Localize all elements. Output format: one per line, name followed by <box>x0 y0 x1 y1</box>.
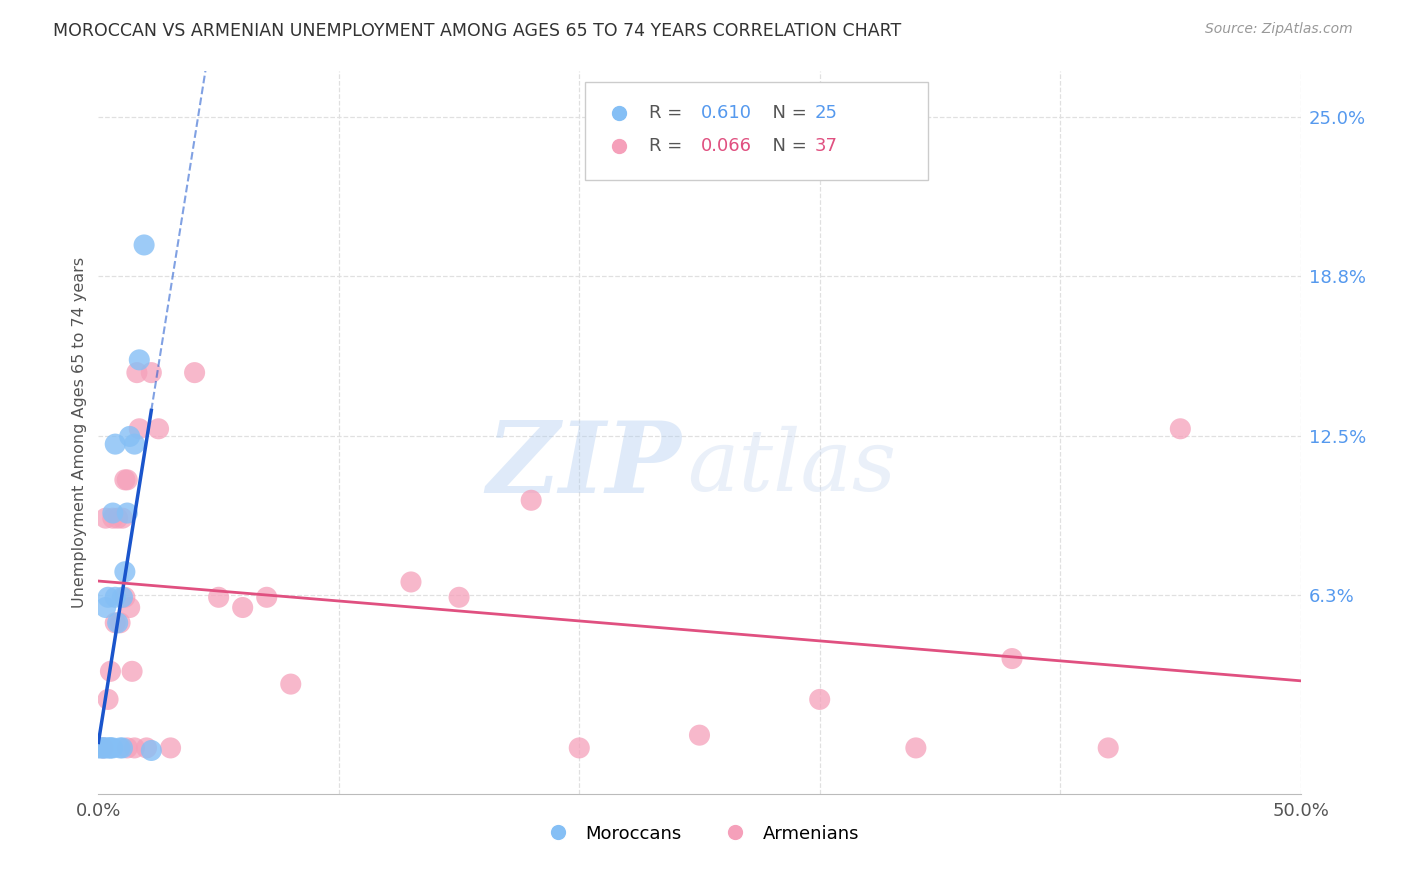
Point <box>94 511 117 525</box>
Text: R =: R = <box>650 136 688 155</box>
Point <box>117 740 139 755</box>
Point <box>91 740 114 755</box>
Point <box>94 600 117 615</box>
Point <box>399 574 422 589</box>
Text: R =: R = <box>650 103 688 121</box>
Point <box>128 422 150 436</box>
Point <box>232 600 254 615</box>
Point <box>107 511 129 525</box>
Point <box>124 740 146 755</box>
Point <box>108 615 131 630</box>
Point <box>107 615 129 630</box>
Point <box>91 740 114 755</box>
Text: 37: 37 <box>815 136 838 155</box>
Point <box>183 366 205 380</box>
Point <box>159 740 181 755</box>
Point <box>114 565 136 579</box>
Point <box>104 437 127 451</box>
Y-axis label: Unemployment Among Ages 65 to 74 years: Unemployment Among Ages 65 to 74 years <box>72 257 87 608</box>
Point <box>114 473 136 487</box>
Text: N =: N = <box>761 136 813 155</box>
Text: ZIP: ZIP <box>486 417 682 514</box>
Point <box>101 740 124 755</box>
Text: 25: 25 <box>815 103 838 121</box>
Point <box>132 238 155 252</box>
Point <box>148 422 170 436</box>
Point <box>135 740 157 755</box>
Point <box>688 728 710 742</box>
Text: Source: ZipAtlas.com: Source: ZipAtlas.com <box>1205 22 1353 37</box>
Text: atlas: atlas <box>688 426 897 508</box>
Point <box>111 740 134 755</box>
Point <box>118 600 141 615</box>
Point <box>111 511 134 525</box>
Point <box>1170 422 1192 436</box>
Text: 0.610: 0.610 <box>700 103 752 121</box>
Point <box>124 437 146 451</box>
Point <box>100 740 122 755</box>
Point <box>280 677 302 691</box>
Text: N =: N = <box>761 103 813 121</box>
Point <box>117 473 139 487</box>
Point <box>114 591 136 605</box>
Point <box>117 506 139 520</box>
Point <box>104 591 127 605</box>
Text: MOROCCAN VS ARMENIAN UNEMPLOYMENT AMONG AGES 65 TO 74 YEARS CORRELATION CHART: MOROCCAN VS ARMENIAN UNEMPLOYMENT AMONG … <box>53 22 901 40</box>
Point <box>97 692 120 706</box>
Point <box>91 740 114 755</box>
Point <box>94 740 117 755</box>
Point <box>90 740 112 755</box>
Point <box>87 740 110 755</box>
Point <box>208 591 231 605</box>
Point <box>101 506 124 520</box>
Point <box>108 740 131 755</box>
Point <box>808 692 831 706</box>
Point <box>568 740 591 755</box>
Point <box>141 366 163 380</box>
Point <box>104 615 127 630</box>
Point <box>1001 651 1024 665</box>
Point <box>100 665 122 679</box>
Point <box>1097 740 1119 755</box>
Point <box>97 740 120 755</box>
Point <box>447 591 470 605</box>
Point <box>111 591 134 605</box>
Point <box>121 665 143 679</box>
Point <box>125 366 148 380</box>
Point <box>128 352 150 367</box>
Legend: Moroccans, Armenians: Moroccans, Armenians <box>533 817 866 850</box>
Point <box>101 511 124 525</box>
Point <box>256 591 278 605</box>
Point <box>520 493 543 508</box>
Text: 0.066: 0.066 <box>700 136 752 155</box>
Point <box>100 740 122 755</box>
FancyBboxPatch shape <box>585 82 928 180</box>
Point <box>97 591 120 605</box>
Point <box>118 429 141 443</box>
Point <box>141 743 163 757</box>
Point <box>904 740 927 755</box>
